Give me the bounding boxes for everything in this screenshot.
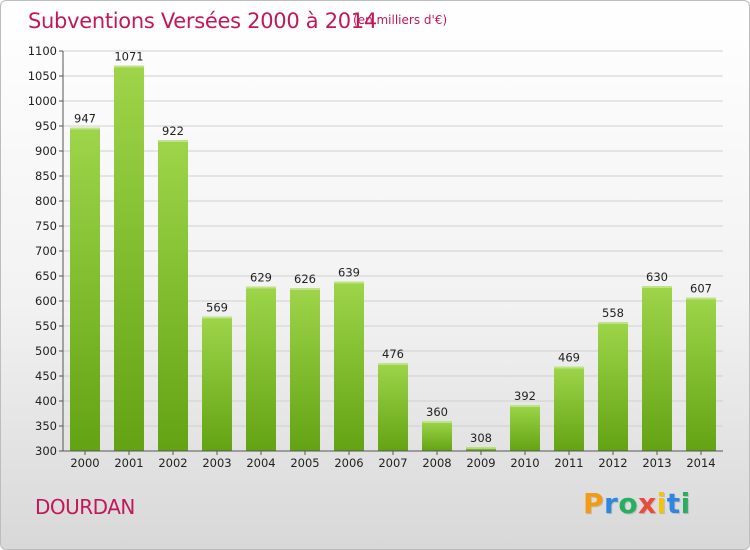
- x-tick-label-2004: 2004: [246, 456, 275, 470]
- y-tick-label: 400: [35, 394, 57, 408]
- logo-letter: P: [583, 487, 605, 520]
- bar-highlight: [510, 405, 540, 407]
- data-label-2012: 558: [602, 306, 624, 320]
- bar-highlight: [598, 322, 628, 324]
- bar-2005: [290, 288, 320, 451]
- y-tick-label: 650: [35, 269, 57, 283]
- bar-highlight: [246, 286, 276, 289]
- bar-highlight: [202, 316, 232, 319]
- x-tick-label-2008: 2008: [422, 456, 451, 470]
- x-tick-label-2006: 2006: [334, 456, 363, 470]
- x-tick-label-2003: 2003: [202, 456, 231, 470]
- bar-highlight: [554, 366, 584, 369]
- y-tick-label: 350: [35, 419, 57, 433]
- bar-highlight: [158, 140, 188, 142]
- y-tick-label: 700: [35, 244, 57, 258]
- data-label-2005: 626: [294, 272, 316, 286]
- chart-unit-label: (en milliers d'€): [353, 13, 448, 27]
- x-tick-label-2000: 2000: [70, 456, 99, 470]
- y-tick-label: 500: [35, 344, 57, 358]
- logo-letter: t: [666, 487, 681, 520]
- bar-2004: [246, 286, 276, 451]
- bar-2000: [70, 127, 100, 451]
- x-tick-label-2007: 2007: [378, 456, 407, 470]
- x-tick-label-2001: 2001: [114, 456, 143, 470]
- data-label-2003: 569: [206, 301, 228, 315]
- logo-letter: x: [638, 487, 657, 520]
- bar-2007: [378, 363, 408, 451]
- data-label-2004: 629: [250, 271, 272, 285]
- bar-highlight: [290, 288, 320, 290]
- bar-highlight: [422, 421, 452, 423]
- y-tick-label: 300: [35, 444, 57, 458]
- data-label-2006: 639: [338, 266, 360, 280]
- y-tick-label: 550: [35, 319, 57, 333]
- data-label-2002: 922: [162, 124, 184, 138]
- commune-name: DOURDAN: [35, 495, 135, 519]
- bar-2010: [510, 405, 540, 451]
- y-tick-label: 600: [35, 294, 57, 308]
- bar-highlight: [70, 127, 100, 130]
- bar-highlight: [378, 363, 408, 365]
- data-label-2013: 630: [646, 270, 668, 284]
- bar-highlight: [686, 297, 716, 300]
- x-tick-label-2010: 2010: [510, 456, 539, 470]
- x-tick-label-2002: 2002: [158, 456, 187, 470]
- data-label-2001: 1071: [114, 50, 143, 64]
- bar-highlight: [642, 286, 672, 288]
- bar-2012: [598, 322, 628, 451]
- data-label-2010: 392: [514, 389, 536, 403]
- y-tick-label: 750: [35, 219, 57, 233]
- bar-2014: [686, 297, 716, 451]
- y-tick-label: 950: [35, 119, 57, 133]
- x-tick-label-2011: 2011: [554, 456, 583, 470]
- data-label-2008: 360: [426, 405, 448, 419]
- data-label-2009: 308: [470, 431, 492, 445]
- logo-letter: r: [604, 487, 619, 520]
- y-tick-label: 1100: [28, 44, 57, 58]
- x-tick-label-2009: 2009: [466, 456, 495, 470]
- chart-title: Subventions Versées 2000 à 2014: [28, 9, 377, 33]
- x-tick-label-2013: 2013: [642, 456, 671, 470]
- bar-highlight: [466, 447, 496, 449]
- y-tick-label: 1000: [28, 94, 57, 108]
- data-label-2011: 469: [558, 351, 580, 365]
- data-label-2007: 476: [382, 347, 404, 361]
- bar-highlight: [334, 281, 364, 284]
- data-label-2014: 607: [690, 282, 712, 296]
- bar-highlight: [114, 65, 144, 68]
- bar-2001: [114, 65, 144, 451]
- y-tick-label: 800: [35, 194, 57, 208]
- x-tick-label-2012: 2012: [598, 456, 627, 470]
- y-tick-label: 900: [35, 144, 57, 158]
- proxiti-logo: Proxiti: [583, 487, 691, 520]
- x-tick-label-2014: 2014: [686, 456, 715, 470]
- y-tick-label: 1050: [28, 69, 57, 83]
- logo-letter: i: [656, 487, 667, 520]
- bar-2008: [422, 421, 452, 451]
- logo-letter: o: [618, 487, 639, 520]
- y-tick-label: 450: [35, 369, 57, 383]
- bar-2009: [466, 447, 496, 451]
- bar-2002: [158, 140, 188, 451]
- x-tick-label-2005: 2005: [290, 456, 319, 470]
- bar-2011: [554, 366, 584, 451]
- bar-2006: [334, 281, 364, 451]
- data-label-2000: 947: [74, 112, 96, 126]
- bar-2013: [642, 286, 672, 451]
- y-tick-label: 850: [35, 169, 57, 183]
- logo-letter: i: [680, 487, 691, 520]
- bar-2003: [202, 316, 232, 451]
